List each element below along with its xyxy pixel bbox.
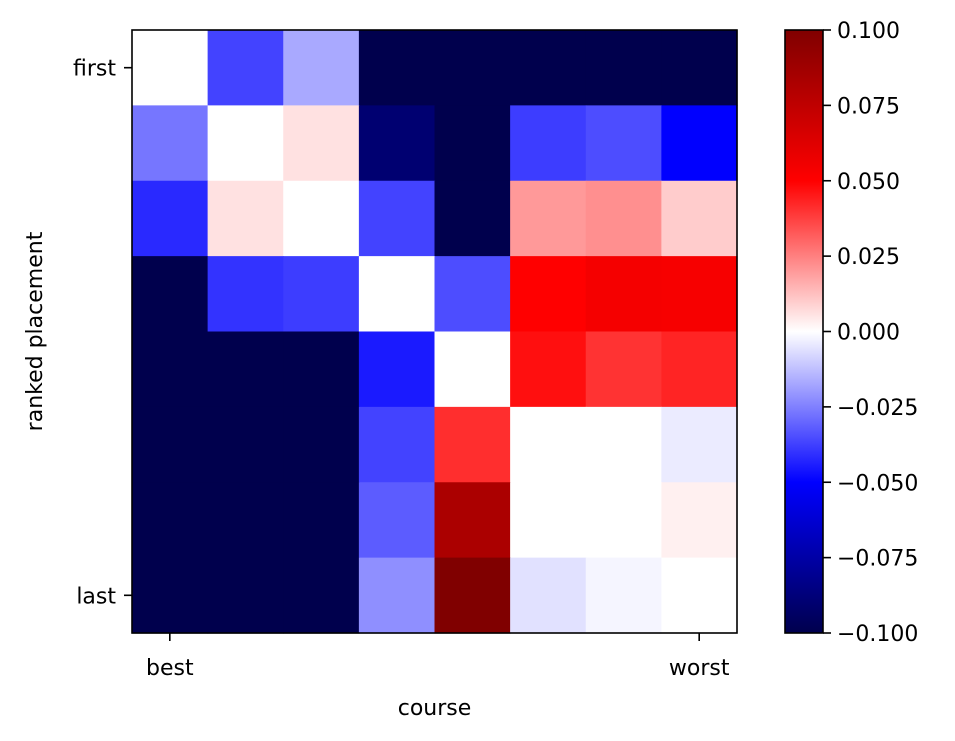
heatmap-cell	[661, 406, 738, 483]
heatmap-cell	[283, 256, 360, 333]
heatmap-cell	[585, 180, 662, 257]
heatmap-cell	[434, 557, 511, 634]
heatmap-cell	[434, 105, 511, 182]
heatmap-cell	[434, 30, 511, 106]
heatmap-cell	[207, 256, 284, 333]
heatmap-cell	[661, 331, 738, 408]
colorbar-tick-label: −0.100	[837, 622, 918, 647]
heatmap-cell	[358, 406, 436, 483]
heatmap-cell	[585, 406, 662, 483]
heatmap-cell	[132, 30, 209, 106]
heatmap-cell	[358, 557, 436, 634]
heatmap-cells	[132, 30, 738, 634]
y-tick-label: first	[73, 57, 116, 82]
heatmap-cell	[132, 406, 209, 483]
heatmap-cell	[661, 557, 738, 634]
heatmap-cell	[510, 482, 587, 559]
heatmap-cell	[434, 482, 511, 559]
heatmap-cell	[283, 30, 360, 106]
heatmap-cell	[434, 331, 511, 408]
colorbar-tick-label: −0.025	[837, 396, 918, 421]
heatmap-cell	[132, 557, 209, 634]
heatmap-cell	[207, 180, 284, 257]
heatmap-cell	[207, 331, 284, 408]
heatmap-cell	[283, 482, 360, 559]
heatmap-cell	[283, 557, 360, 634]
heatmap-cell	[585, 30, 662, 106]
heatmap-cell	[207, 557, 284, 634]
heatmap-cell	[132, 105, 209, 182]
heatmap-cell	[283, 331, 360, 408]
heatmap-cell	[661, 180, 738, 257]
x-axis-label: course	[398, 696, 472, 721]
heatmap-cell	[358, 180, 436, 257]
heatmap-cell	[283, 180, 360, 257]
plot-frame	[131, 29, 738, 634]
heatmap-cell	[510, 105, 587, 182]
heatmap-cell	[358, 105, 436, 182]
x-axis-ticks: best worst	[146, 633, 730, 681]
colorbar-tick-label: 0.050	[837, 170, 900, 195]
heatmap-cell	[585, 557, 662, 634]
heatmap-cell	[283, 406, 360, 483]
heatmap-cell	[661, 482, 738, 559]
heatmap-cell	[661, 256, 738, 333]
heatmap-cell	[358, 256, 436, 333]
x-tick-label: best	[146, 656, 194, 681]
heatmap-cell	[358, 331, 436, 408]
heatmap-cell	[283, 105, 360, 182]
colorbar-tick-label: 0.075	[837, 94, 900, 119]
colorbar	[785, 30, 823, 633]
heatmap-cell	[585, 482, 662, 559]
heatmap-cell	[358, 482, 436, 559]
x-tick-label: worst	[669, 656, 730, 681]
colorbar-tick-label: 0.025	[837, 245, 900, 270]
heatmap-cell	[207, 105, 284, 182]
y-tick-label: last	[76, 584, 116, 609]
heatmap-cell	[510, 557, 587, 634]
heatmap-cell	[132, 331, 209, 408]
colorbar-tick-label: −0.050	[837, 471, 918, 496]
heatmap-cell	[434, 406, 511, 483]
heatmap-cell	[510, 30, 587, 106]
heatmap-cell	[132, 256, 209, 333]
heatmap-cell	[207, 406, 284, 483]
heatmap-cell	[585, 331, 662, 408]
colorbar-tick-label: 0.000	[837, 321, 900, 346]
heatmap-cell	[585, 256, 662, 333]
heatmap-cell	[434, 180, 511, 257]
heatmap-cell	[661, 30, 738, 106]
heatmap-cell	[434, 256, 511, 333]
colorbar-tick-label: 0.100	[837, 19, 900, 44]
heatmap-cell	[207, 482, 284, 559]
heatmap-cell	[510, 256, 587, 333]
heatmap-cell	[661, 105, 738, 182]
heatmap-cell	[510, 406, 587, 483]
heatmap-cell	[510, 331, 587, 408]
heatmap-cell	[132, 482, 209, 559]
heatmap-cell	[207, 30, 284, 106]
heatmap-cell	[510, 180, 587, 257]
heatmap-cell	[358, 30, 436, 106]
y-axis-ticks: first last	[73, 57, 132, 609]
colorbar-ticks: 0.100 0.075 0.050 0.025 0.000 −0.025 −0.050 −0.…	[823, 19, 918, 647]
y-axis-label: ranked placement	[23, 231, 48, 431]
heatmap-cell	[585, 105, 662, 182]
heatmap-cell	[132, 180, 209, 257]
colorbar-tick-label: −0.075	[837, 547, 918, 572]
